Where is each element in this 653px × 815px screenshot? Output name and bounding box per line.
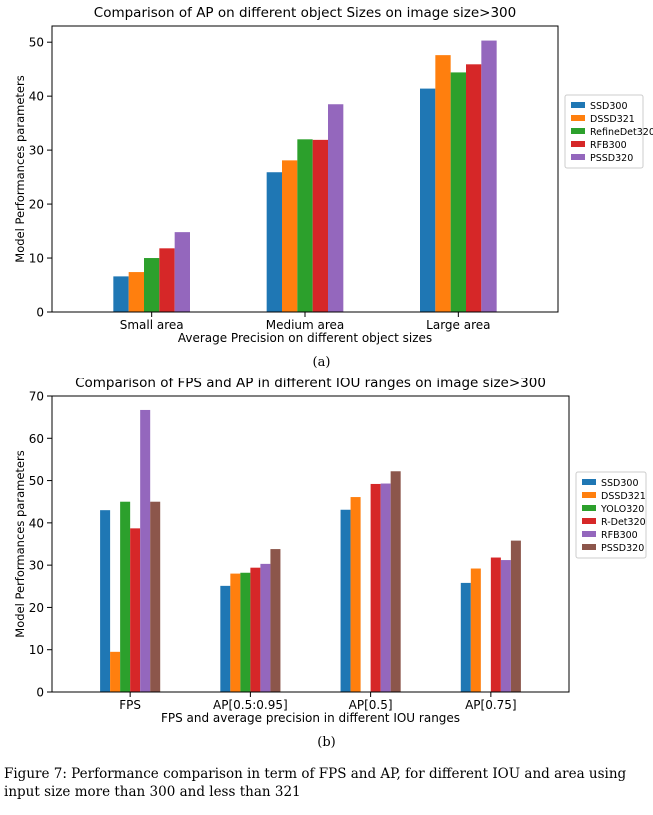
y-tick-label: 30 bbox=[29, 144, 44, 158]
y-tick-label: 50 bbox=[29, 36, 44, 50]
x-tick-label: Small area bbox=[120, 318, 184, 332]
y-axis-label: Model Performances parameters bbox=[13, 75, 27, 262]
chart-a: Comparison of AP on different object Siz… bbox=[13, 5, 653, 345]
plot-frame bbox=[51, 25, 559, 313]
legend-label: RFB300 bbox=[590, 140, 627, 151]
legend-swatch bbox=[571, 154, 585, 160]
x-tick-label: Large area bbox=[426, 318, 490, 332]
bar-ssd300 bbox=[113, 276, 129, 312]
x-tick-label: FPS bbox=[119, 698, 141, 712]
bar-rfb300 bbox=[312, 139, 328, 312]
bar-r-det320 bbox=[490, 557, 501, 692]
x-axis-label: FPS and average precision in different I… bbox=[161, 711, 460, 725]
legend-box bbox=[564, 94, 644, 169]
legend-label: DSSD321 bbox=[590, 114, 635, 125]
bar-dssd321 bbox=[110, 651, 121, 692]
bar-pssd320 bbox=[174, 232, 190, 312]
legend-swatch bbox=[582, 492, 596, 498]
bar-ssd300 bbox=[266, 172, 282, 312]
legend-label: DSSD321 bbox=[601, 491, 646, 502]
sublabel-a: (a) bbox=[312, 355, 331, 370]
legend-label: SSD300 bbox=[590, 101, 628, 112]
bar-rfb300 bbox=[466, 64, 482, 313]
x-tick-label: AP[0.5] bbox=[349, 698, 393, 712]
bar-r-det320 bbox=[130, 528, 141, 692]
legend-label: YOLO320 bbox=[600, 504, 644, 515]
x-axis-label: Average Precision on different object si… bbox=[178, 331, 432, 345]
legend-swatch bbox=[571, 115, 585, 121]
bar-ssd300 bbox=[340, 509, 351, 692]
legend-label: RefineDet320 bbox=[590, 127, 653, 138]
bar-dssd321 bbox=[282, 160, 298, 312]
x-tick-label: AP[0.5:0.95] bbox=[213, 698, 288, 712]
bar-pssd320 bbox=[510, 540, 521, 692]
figure-caption: Figure 7: Performance comparison in term… bbox=[4, 766, 627, 800]
bar-pssd320 bbox=[390, 471, 401, 692]
bar-dssd321 bbox=[128, 272, 144, 312]
y-tick-label: 40 bbox=[29, 90, 44, 104]
y-tick-label: 40 bbox=[29, 516, 44, 530]
legend-swatch bbox=[571, 141, 585, 147]
y-tick-label: 10 bbox=[29, 643, 44, 657]
y-tick-label: 30 bbox=[29, 559, 44, 573]
y-tick-label: 0 bbox=[36, 306, 44, 320]
bar-rfb300 bbox=[380, 483, 391, 692]
bar-ssd300 bbox=[460, 582, 471, 692]
y-tick-label: 50 bbox=[29, 474, 44, 488]
bar-refinedet320 bbox=[450, 72, 466, 312]
chart-title: Comparison of FPS and AP in different IO… bbox=[75, 378, 546, 391]
y-tick-label: 70 bbox=[29, 390, 44, 404]
bar-rfb300 bbox=[260, 563, 271, 692]
bar-dssd321 bbox=[470, 568, 481, 692]
x-tick-label: AP[0.75] bbox=[465, 698, 517, 712]
bar-rfb300 bbox=[500, 560, 511, 692]
y-tick-label: 20 bbox=[29, 601, 44, 615]
bar-r-det320 bbox=[250, 567, 261, 692]
bar-pssd320 bbox=[328, 104, 344, 312]
x-tick-label: Medium area bbox=[266, 318, 345, 332]
bar-refinedet320 bbox=[297, 139, 313, 312]
bar-ssd300 bbox=[220, 585, 231, 692]
bar-rfb300 bbox=[159, 248, 175, 312]
bar-r-det320 bbox=[370, 483, 381, 692]
legend-swatch bbox=[582, 531, 596, 537]
y-tick-label: 60 bbox=[29, 432, 44, 446]
legend-label: PSSD320 bbox=[601, 543, 644, 554]
bar-rfb300 bbox=[140, 409, 151, 692]
legend-swatch bbox=[582, 479, 596, 485]
chart-title: Comparison of AP on different object Siz… bbox=[94, 5, 516, 21]
bar-pssd320 bbox=[270, 549, 281, 692]
y-tick-label: 20 bbox=[29, 198, 44, 212]
bar-pssd320 bbox=[481, 40, 497, 312]
sublabel-b: (b) bbox=[317, 735, 336, 750]
legend-label: RFB300 bbox=[601, 530, 638, 541]
y-axis-label: Model Performances parameters bbox=[13, 450, 27, 637]
bar-yolo320 bbox=[120, 501, 131, 692]
y-tick-label: 10 bbox=[29, 252, 44, 266]
legend-swatch bbox=[571, 128, 585, 134]
bar-dssd321 bbox=[350, 497, 361, 692]
chart-b: Comparison of FPS and AP in different IO… bbox=[13, 378, 647, 725]
bar-ssd300 bbox=[420, 88, 436, 313]
bar-pssd320 bbox=[150, 501, 161, 692]
y-tick-label: 0 bbox=[36, 686, 44, 700]
bar-refinedet320 bbox=[144, 258, 160, 312]
legend-swatch bbox=[571, 102, 585, 108]
bar-yolo320 bbox=[240, 572, 251, 692]
legend-label: PSSD320 bbox=[590, 153, 633, 164]
bar-dssd321 bbox=[230, 573, 241, 692]
bar-dssd321 bbox=[435, 55, 451, 313]
plot-frame bbox=[51, 395, 570, 693]
legend-label: R-Det320 bbox=[601, 517, 646, 528]
bar-ssd300 bbox=[100, 510, 111, 692]
legend-label: SSD300 bbox=[601, 478, 639, 489]
legend-swatch bbox=[582, 544, 596, 550]
legend-swatch bbox=[582, 518, 596, 524]
legend-swatch bbox=[582, 505, 596, 511]
